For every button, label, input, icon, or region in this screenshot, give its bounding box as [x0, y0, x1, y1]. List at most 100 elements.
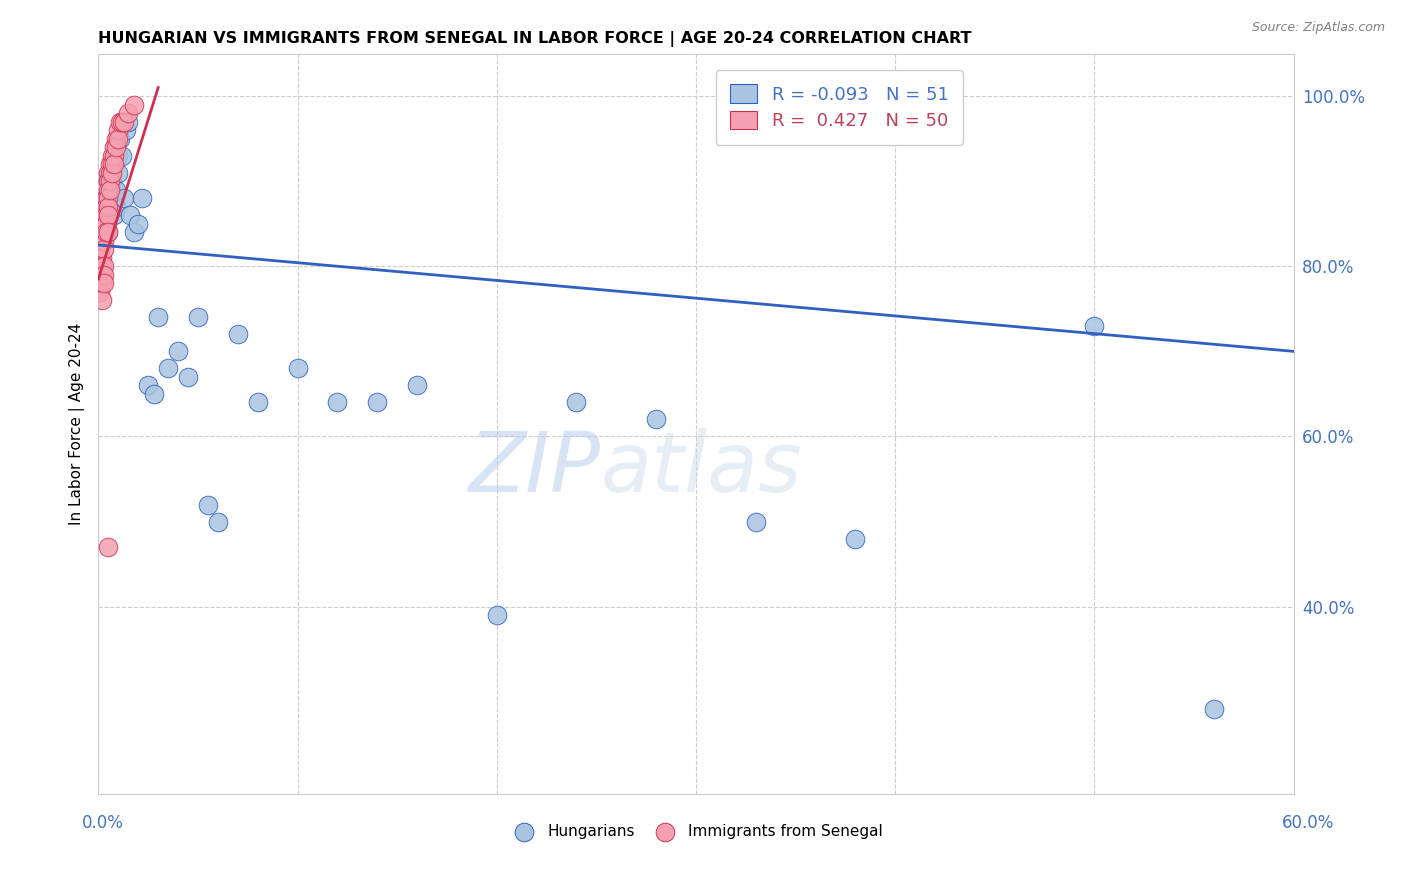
Point [98, 183, 122, 197]
Point [844, 532, 866, 546]
Point [111, 114, 134, 128]
Point [366, 395, 388, 409]
Point [117, 114, 139, 128]
Point [89, 285, 111, 299]
Point [103, 208, 125, 222]
Point [143, 387, 166, 401]
Point [485, 608, 508, 623]
Point [93, 217, 115, 231]
Text: 60.0%: 60.0% [1281, 814, 1334, 832]
Point [93, 234, 115, 248]
Point [91, 234, 114, 248]
Point [107, 131, 129, 145]
Point [96, 217, 118, 231]
Point [101, 148, 124, 162]
Point [89, 268, 111, 282]
Point [91, 277, 114, 291]
Point [96, 191, 118, 205]
Point [112, 191, 135, 205]
Point [177, 370, 200, 384]
Point [105, 131, 128, 145]
Point [97, 166, 120, 180]
Y-axis label: In Labor Force | Age 20-24: In Labor Force | Age 20-24 [69, 323, 84, 524]
Point [96, 200, 118, 214]
Point [98, 174, 122, 188]
Point [91, 225, 114, 239]
Point [93, 225, 115, 239]
Point [96, 217, 118, 231]
Point [110, 114, 132, 128]
Point [96, 225, 118, 239]
Point [105, 183, 128, 197]
Point [91, 200, 114, 214]
Point [406, 378, 429, 392]
Point [111, 148, 134, 162]
Point [89, 242, 111, 256]
Point [91, 293, 114, 308]
Point [120, 208, 142, 222]
Point [127, 217, 149, 231]
Point [97, 191, 120, 205]
Point [645, 412, 668, 426]
Point [112, 114, 135, 128]
Point [97, 208, 120, 222]
Point [124, 97, 146, 112]
Point [246, 395, 269, 409]
Point [326, 395, 349, 409]
Point [89, 260, 111, 274]
Point [97, 208, 120, 222]
Point [97, 174, 120, 188]
Point [167, 344, 190, 359]
Point [105, 140, 128, 154]
Point [565, 395, 588, 409]
Point [103, 157, 125, 171]
Point [745, 515, 768, 529]
Point [97, 540, 120, 554]
Point [98, 183, 122, 197]
Point [96, 208, 118, 222]
Point [197, 498, 219, 512]
Point [97, 174, 120, 188]
Point [91, 251, 114, 265]
Point [98, 166, 122, 180]
Point [97, 225, 120, 239]
Point [96, 191, 118, 205]
Point [93, 208, 115, 222]
Point [187, 310, 209, 325]
Point [226, 327, 249, 342]
Point [97, 183, 120, 197]
Point [101, 157, 124, 171]
Point [107, 148, 129, 162]
Point [101, 157, 124, 171]
Point [101, 166, 124, 180]
Point [117, 106, 139, 120]
Text: ZIP: ZIP [468, 427, 600, 508]
Point [107, 166, 129, 180]
Point [97, 225, 120, 239]
Point [131, 191, 153, 205]
Point [97, 191, 120, 205]
Text: 0.0%: 0.0% [82, 814, 124, 832]
Point [1202, 702, 1225, 716]
Point [91, 268, 114, 282]
Point [93, 277, 115, 291]
Point [207, 515, 229, 529]
Point [1083, 318, 1105, 333]
Point [107, 123, 129, 137]
Text: atlas: atlas [600, 427, 801, 508]
Legend: R = -0.093   N = 51, R =  0.427   N = 50: R = -0.093 N = 51, R = 0.427 N = 50 [716, 70, 963, 145]
Point [103, 140, 125, 154]
Point [98, 200, 122, 214]
Point [103, 148, 125, 162]
Point [287, 361, 309, 376]
Point [98, 157, 122, 171]
Point [97, 200, 120, 214]
Text: HUNGARIAN VS IMMIGRANTS FROM SENEGAL IN LABOR FORCE | AGE 20-24 CORRELATION CHAR: HUNGARIAN VS IMMIGRANTS FROM SENEGAL IN … [98, 31, 972, 47]
Point [93, 260, 115, 274]
Point [105, 200, 128, 214]
Point [91, 260, 114, 274]
Point [124, 225, 146, 239]
Point [136, 378, 159, 392]
Point [157, 361, 180, 376]
Point [110, 131, 132, 145]
